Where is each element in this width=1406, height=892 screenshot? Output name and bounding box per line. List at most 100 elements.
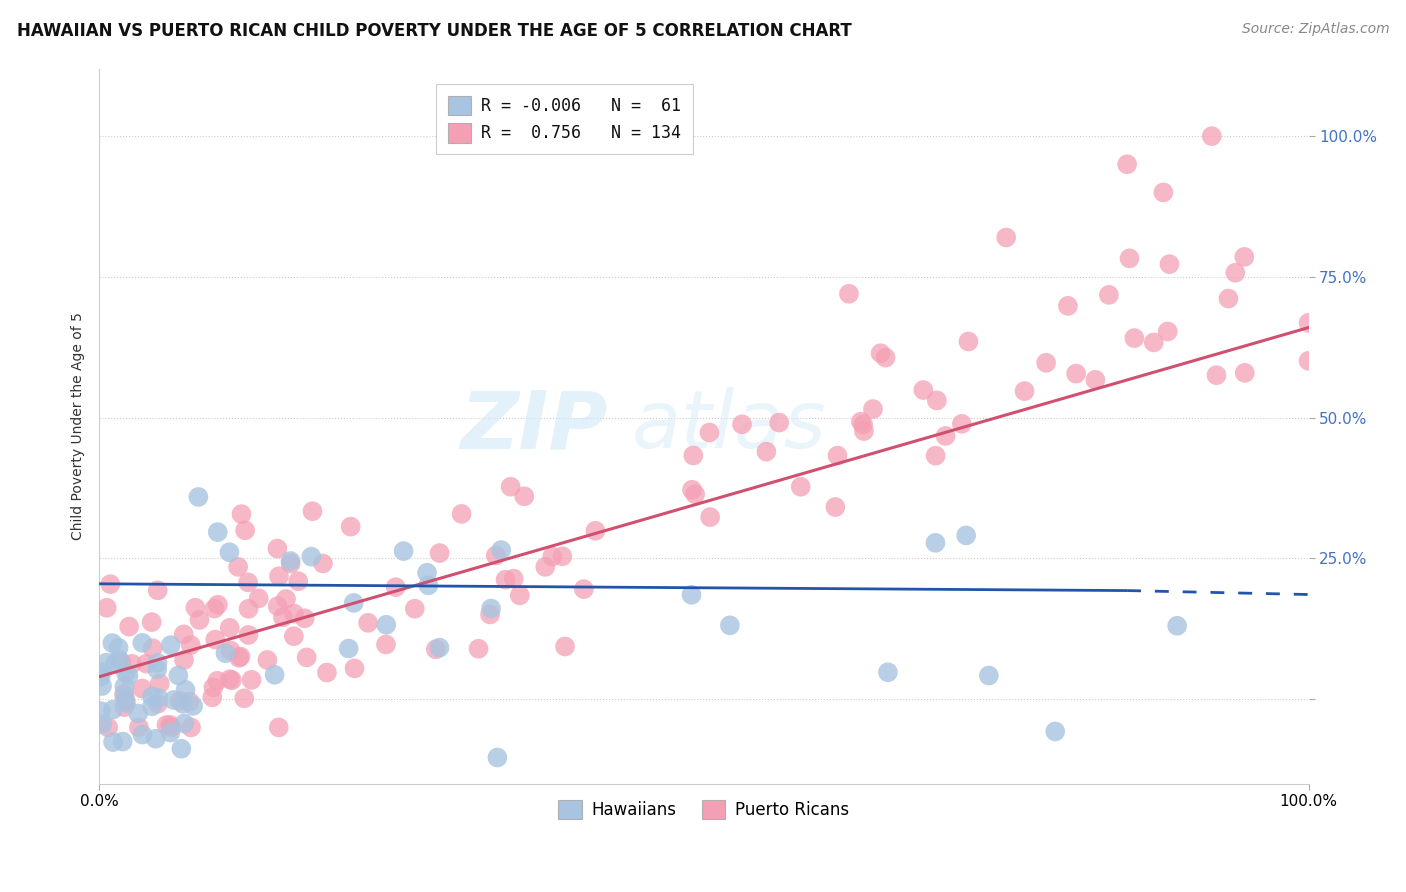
Point [572,582,595,596]
Point [146,656,169,670]
Point [343,596,366,610]
Point [218,545,240,559]
Point [146,662,169,676]
Point [343,661,366,675]
Point [418,578,440,592]
Point [283,629,305,643]
Text: atlas: atlas [631,387,825,465]
Point [935,429,957,443]
Point [263,667,285,681]
Point [718,618,741,632]
Point [585,524,607,538]
Point [486,750,509,764]
Point [955,528,977,542]
Point [485,549,508,563]
Point [479,601,502,615]
Point [489,543,512,558]
Point [101,735,124,749]
Point [173,627,195,641]
Point [202,681,225,695]
Point [316,665,339,680]
Point [416,566,439,580]
Point [188,613,211,627]
Point [912,383,935,397]
Point [167,668,190,682]
Point [849,415,872,429]
Point [384,580,406,594]
Point [218,621,240,635]
Point [827,449,849,463]
Point [117,668,139,682]
Point [145,731,167,746]
Point [1084,373,1107,387]
Point [111,734,134,748]
Point [1014,384,1036,398]
Point [141,690,163,704]
Point [141,699,163,714]
Point [509,588,531,602]
Point [207,673,229,688]
Point [875,351,897,365]
Point [1201,129,1223,144]
Point [148,691,170,706]
Point [479,607,502,622]
Point [91,717,114,731]
Point [228,650,250,665]
Point [877,665,900,680]
Point [114,693,136,707]
Point [339,519,361,533]
Point [121,657,143,671]
Point [149,676,172,690]
Point [869,346,891,360]
Point [146,583,169,598]
Point [541,549,564,564]
Point [755,444,778,458]
Point [392,544,415,558]
Point [173,716,195,731]
Point [159,638,181,652]
Point [181,698,204,713]
Point [114,665,136,680]
Point [141,615,163,629]
Point [1298,353,1320,368]
Point [295,650,318,665]
Point [1233,366,1256,380]
Point [146,697,169,711]
Point [204,632,226,647]
Point [551,549,574,564]
Point [375,617,398,632]
Point [238,628,260,642]
Point [267,569,290,583]
Point [1157,325,1180,339]
Point [925,393,948,408]
Point [96,600,118,615]
Point [231,507,253,521]
Point [163,693,186,707]
Point [155,718,177,732]
Point [180,720,202,734]
Point [429,640,451,655]
Point [425,642,447,657]
Point [266,599,288,613]
Point [247,591,270,606]
Point [977,668,1000,682]
Point [219,672,242,686]
Point [299,549,322,564]
Point [1098,288,1121,302]
Point [184,600,207,615]
Point [174,682,197,697]
Point [108,652,131,666]
Y-axis label: Child Poverty Under the Age of 5: Child Poverty Under the Age of 5 [72,312,86,540]
Legend: Hawaiians, Puerto Ricans: Hawaiians, Puerto Ricans [551,793,856,825]
Point [681,588,703,602]
Point [924,449,946,463]
Point [271,610,294,624]
Point [283,607,305,621]
Point [1159,257,1181,271]
Point [98,577,121,591]
Point [1123,331,1146,345]
Point [1118,252,1140,266]
Point [90,704,112,718]
Point [1045,724,1067,739]
Point [924,536,946,550]
